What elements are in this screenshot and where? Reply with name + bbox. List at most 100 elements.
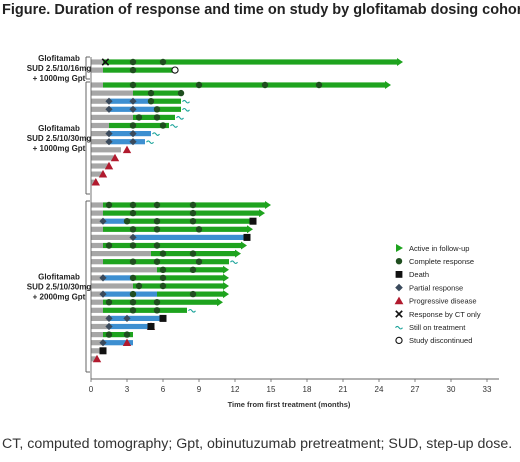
- bar-treatment: [91, 283, 133, 289]
- legend-circle-open-icon: [395, 336, 403, 345]
- bar-partial-response: [109, 323, 151, 330]
- bar-treatment: [91, 242, 103, 249]
- marker-complete-response: [189, 266, 197, 273]
- bar-treatment: [91, 59, 103, 65]
- legend-label: Response by CT only: [409, 310, 481, 319]
- marker-complete-response: [123, 218, 131, 225]
- x-tick-label: 9: [197, 385, 202, 394]
- marker-progressive-disease: [98, 169, 108, 178]
- marker-complete-response: [195, 258, 203, 265]
- marker-complete-response: [153, 299, 161, 306]
- bar-response: [151, 98, 181, 104]
- marker-complete-response: [129, 209, 137, 217]
- marker-active-follow-up: [247, 225, 253, 234]
- marker-complete-response: [129, 258, 137, 265]
- marker-partial-response: [99, 274, 107, 282]
- bar-response: [133, 283, 223, 289]
- cohort-label-line: SUD 2.5/10/30mg: [27, 134, 92, 143]
- marker-progressive-disease: [104, 161, 114, 170]
- bar-treatment: [91, 210, 103, 216]
- bar-treatment: [91, 67, 103, 73]
- marker-active-follow-up: [259, 209, 265, 218]
- marker-still-on-treatment: [230, 260, 238, 265]
- bar-partial-response: [103, 275, 133, 281]
- figure-caption: CT, computed tomography; Gpt, obinutuzum…: [2, 436, 513, 452]
- bar-treatment: [91, 218, 103, 224]
- marker-death: [99, 347, 107, 355]
- x-tick-label: 18: [303, 385, 312, 394]
- markers-layer: [91, 58, 403, 363]
- marker-complete-response: [159, 58, 167, 66]
- marker-partial-response: [129, 97, 137, 105]
- legend-item: Response by CT only: [395, 310, 481, 319]
- marker-complete-response: [159, 282, 167, 290]
- marker-complete-response: [153, 201, 161, 209]
- bar-treatment: [91, 98, 109, 104]
- marker-complete-response: [159, 266, 167, 273]
- x-tick-label: 0: [89, 385, 94, 394]
- bar-treatment: [91, 259, 103, 265]
- bar-treatment: [91, 106, 109, 112]
- marker-complete-response: [153, 218, 161, 225]
- legend-circle-filled-icon: [395, 258, 403, 265]
- bar-partial-response: [103, 218, 127, 224]
- marker-partial-response: [99, 339, 107, 347]
- bar-response: [103, 307, 187, 313]
- legend-item: Progressive disease: [394, 296, 477, 306]
- x-tick-label: 3: [125, 385, 130, 394]
- marker-active-follow-up: [235, 249, 241, 258]
- bar-partial-response: [103, 340, 133, 346]
- marker-partial-response: [99, 217, 107, 225]
- bar-treatment: [91, 234, 133, 240]
- marker-partial-response: [99, 290, 107, 298]
- bar-response: [103, 259, 229, 265]
- marker-complete-response: [153, 258, 161, 265]
- cohort-label-line: SUD 2.5/10/30mg: [27, 283, 92, 292]
- cohort-label-line: + 2000mg Gpt: [33, 293, 86, 302]
- bar-treatment: [91, 299, 103, 305]
- marker-active-follow-up: [397, 58, 403, 66]
- x-tick-label: 6: [161, 385, 166, 394]
- marker-complete-response: [105, 331, 113, 338]
- bar-response: [103, 226, 247, 232]
- bar-treatment: [91, 315, 109, 321]
- marker-complete-response: [315, 81, 323, 89]
- legend-label: Study discontinued: [409, 336, 472, 345]
- marker-death: [147, 323, 155, 330]
- x-tick-label: 12: [231, 385, 240, 394]
- bar-response: [133, 90, 181, 96]
- marker-still-on-treatment: [152, 132, 160, 136]
- bar-treatment: [91, 114, 133, 120]
- bar-treatment: [91, 139, 109, 145]
- marker-complete-response: [153, 106, 161, 113]
- marker-partial-response: [105, 97, 113, 105]
- marker-still-on-treatment: [176, 116, 184, 120]
- marker-progressive-disease: [92, 354, 102, 363]
- bar-partial-response: [109, 315, 163, 321]
- legend-label: Progressive disease: [409, 297, 477, 306]
- marker-complete-response: [129, 58, 137, 66]
- marker-death: [159, 314, 167, 322]
- legend-label: Death: [409, 270, 429, 279]
- bar-response: [103, 67, 175, 73]
- marker-active-follow-up: [217, 298, 223, 307]
- bar-response: [157, 106, 181, 112]
- bar-treatment: [91, 340, 103, 346]
- x-tick-label: 21: [339, 385, 348, 394]
- bar-treatment: [91, 226, 103, 232]
- marker-complete-response: [189, 201, 197, 209]
- cohort-bracket: [85, 81, 90, 195]
- marker-complete-response: [129, 66, 137, 74]
- bar-response: [109, 122, 169, 129]
- cohort-label-line: Glofitamab: [38, 124, 80, 133]
- marker-death: [243, 233, 251, 241]
- bar-treatment: [91, 82, 103, 88]
- marker-study-discontinued: [171, 66, 179, 74]
- marker-active-follow-up: [385, 81, 391, 89]
- cohort-label-line: SUD 2.5/10/16mg: [27, 64, 92, 73]
- marker-complete-response: [129, 299, 137, 306]
- bar-treatment: [91, 131, 109, 137]
- marker-complete-response: [147, 98, 155, 105]
- marker-partial-response: [105, 130, 113, 138]
